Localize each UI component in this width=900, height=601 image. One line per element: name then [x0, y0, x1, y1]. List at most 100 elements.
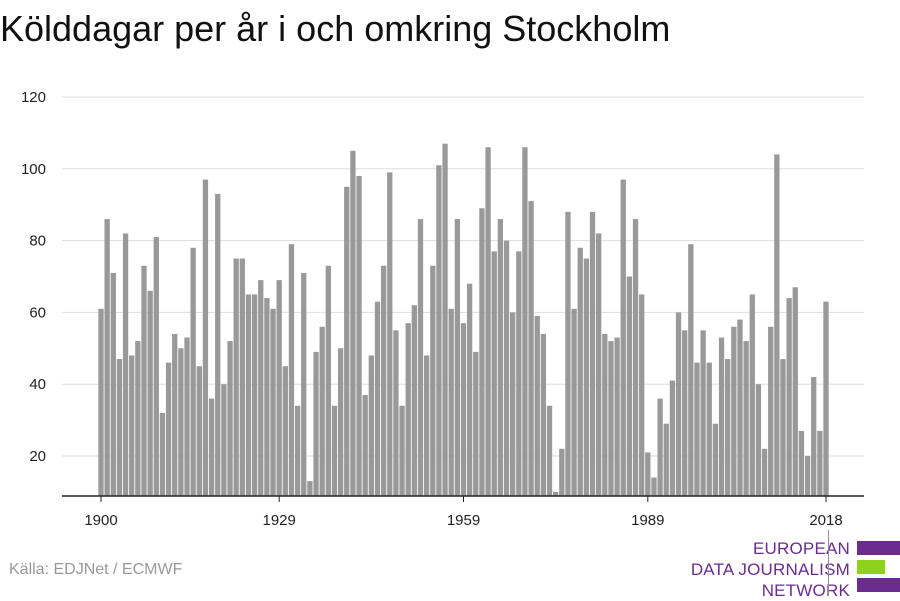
bar	[448, 308, 454, 496]
y-axis-ticks: 20 40 60 80 100 120	[21, 89, 46, 465]
bar	[491, 251, 497, 496]
y-tick-label: 40	[29, 376, 46, 393]
bar	[823, 301, 829, 496]
bar	[755, 384, 762, 496]
bar	[516, 251, 522, 496]
bar	[706, 362, 712, 496]
logo-line-2: DATA JOURNALISM	[690, 560, 850, 579]
bar	[454, 219, 461, 496]
bar	[460, 323, 467, 496]
bar	[282, 366, 288, 496]
bar	[147, 290, 153, 496]
bar	[675, 312, 682, 496]
bar	[737, 319, 743, 496]
y-tick-label: 120	[21, 89, 46, 106]
bar	[196, 366, 202, 496]
bar	[626, 276, 633, 496]
bar	[325, 265, 331, 496]
bar	[233, 258, 239, 496]
bar	[190, 247, 196, 496]
bar	[596, 233, 602, 497]
bar	[780, 359, 786, 496]
bar	[503, 240, 510, 496]
bar	[276, 280, 282, 496]
logo-divider	[828, 530, 829, 596]
bar	[135, 341, 141, 496]
logo-line-3: NETWORK	[761, 581, 850, 600]
bar	[319, 326, 325, 496]
bar	[129, 355, 135, 496]
bar	[159, 412, 166, 496]
bar	[559, 448, 565, 496]
bar	[602, 333, 608, 496]
bar	[632, 219, 639, 496]
bar	[577, 247, 583, 496]
bar	[264, 298, 270, 496]
bar	[817, 430, 823, 496]
bars	[98, 143, 829, 497]
bar	[571, 308, 577, 496]
bar	[221, 384, 227, 496]
bar	[393, 330, 399, 496]
bar	[122, 233, 129, 497]
x-tick-label: 1959	[447, 512, 480, 529]
source-note: Källa: EDJNet / ECMWF	[9, 561, 183, 578]
y-tick-label: 80	[29, 233, 46, 250]
bar	[141, 265, 147, 496]
bar	[442, 143, 448, 497]
bar	[510, 312, 516, 496]
bar	[546, 405, 553, 496]
edjnet-logo: EUROPEAN DATA JOURNALISM NETWORK	[691, 530, 900, 600]
bar	[258, 280, 264, 496]
bar	[288, 244, 295, 496]
bar	[172, 333, 178, 496]
bar	[565, 211, 571, 496]
logo-bar-purple-top	[857, 541, 900, 555]
x-tick-label: 2018	[809, 512, 842, 529]
bar	[227, 341, 233, 496]
bar	[608, 341, 614, 496]
y-tick-label: 100	[21, 161, 46, 178]
bar	[344, 186, 350, 496]
bar	[202, 179, 209, 496]
bar	[380, 265, 387, 496]
bar	[104, 219, 110, 496]
bar	[620, 179, 626, 496]
bar	[712, 423, 719, 496]
bar	[387, 172, 393, 496]
bar	[98, 308, 104, 496]
bar	[436, 165, 442, 496]
bar	[553, 491, 559, 496]
bar	[374, 301, 381, 496]
bar	[700, 330, 706, 496]
bar	[614, 337, 620, 496]
bar	[749, 294, 755, 496]
bar	[761, 448, 768, 496]
bar	[657, 398, 663, 496]
bar	[485, 147, 491, 496]
bar	[589, 211, 596, 496]
bar	[178, 348, 184, 496]
y-tick-label: 60	[29, 304, 46, 321]
x-axis: 1900 1929 1959 1989 2018	[62, 495, 864, 529]
bar	[307, 481, 313, 496]
bar	[473, 351, 479, 496]
bar	[331, 405, 338, 496]
bar	[718, 337, 725, 496]
x-tick-label: 1900	[84, 512, 117, 529]
bar	[466, 283, 473, 496]
bar	[313, 351, 319, 496]
bar	[804, 456, 811, 496]
bar	[811, 377, 817, 496]
logo-text: EUROPEAN DATA JOURNALISM NETWORK	[691, 538, 850, 601]
bar	[682, 330, 688, 496]
bar	[534, 315, 540, 496]
bar	[743, 341, 749, 496]
bar	[768, 326, 774, 496]
logo-bar-purple-bottom	[857, 578, 900, 592]
bar	[522, 147, 528, 496]
logo-bar-green	[857, 560, 885, 574]
bar	[350, 150, 356, 496]
bar	[251, 294, 258, 496]
